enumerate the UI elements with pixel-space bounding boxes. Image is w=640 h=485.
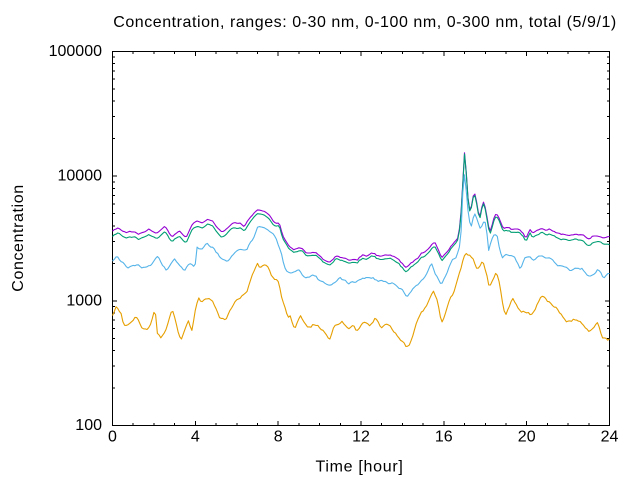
svg-text:100: 100 (75, 417, 102, 434)
svg-text:24: 24 (601, 429, 619, 446)
svg-text:1000: 1000 (66, 292, 102, 309)
svg-text:10000: 10000 (58, 168, 103, 185)
svg-text:Concentration, ranges: 0-30 nm: Concentration, ranges: 0-30 nm, 0-100 nm… (113, 14, 617, 31)
svg-text:20: 20 (518, 429, 536, 446)
svg-text:8: 8 (274, 429, 283, 446)
svg-text:Time [hour]: Time [hour] (315, 459, 403, 476)
svg-text:4: 4 (191, 429, 200, 446)
svg-text:16: 16 (435, 429, 453, 446)
svg-text:0: 0 (108, 429, 117, 446)
svg-text:100000: 100000 (49, 43, 102, 60)
svg-text:12: 12 (352, 429, 370, 446)
svg-text:Concentration: Concentration (10, 184, 27, 291)
